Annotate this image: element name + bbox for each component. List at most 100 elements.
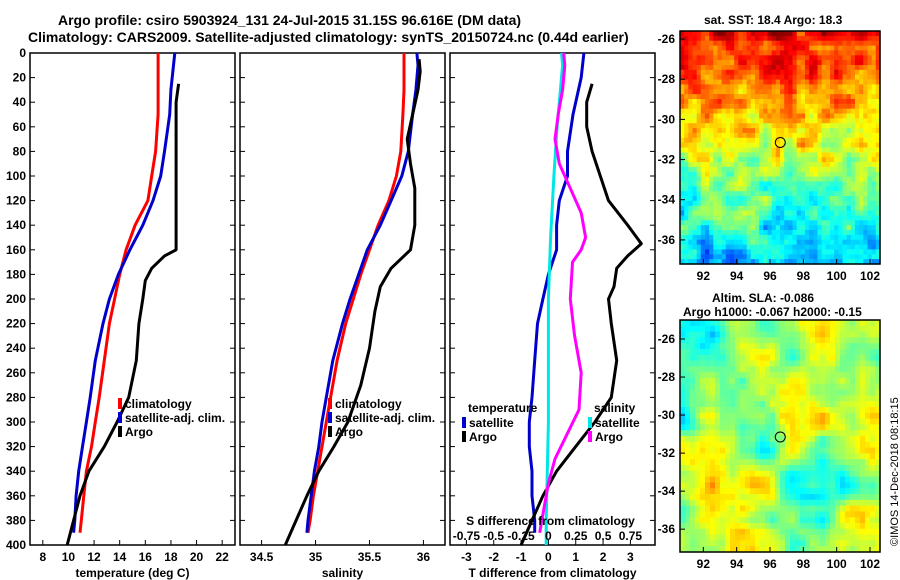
sla-map-cell bbox=[770, 488, 776, 495]
sst-map-cell bbox=[721, 210, 727, 217]
sla-map-cell bbox=[870, 488, 876, 495]
sla-map-cell bbox=[780, 325, 786, 333]
sst-map-cell bbox=[721, 157, 727, 163]
sst-map-cell bbox=[867, 191, 873, 197]
sst-map-cell bbox=[800, 31, 806, 37]
sst-map-cell bbox=[717, 31, 723, 37]
sla-map-cell bbox=[870, 360, 876, 367]
sst-map-cell bbox=[700, 249, 706, 255]
sst-map-cell bbox=[688, 118, 694, 124]
sst-map-cell bbox=[821, 166, 827, 173]
sla-map-cell bbox=[875, 320, 881, 327]
sst-map-cell bbox=[696, 244, 702, 251]
sst-map-cell bbox=[709, 99, 714, 105]
sla-map-cell bbox=[860, 528, 866, 536]
sst-map-cell bbox=[750, 230, 756, 236]
sst-map-cell bbox=[692, 31, 698, 37]
sst-map-cell bbox=[713, 239, 719, 246]
sst-map-cell bbox=[825, 45, 831, 52]
sst-map-cell bbox=[767, 99, 773, 105]
sst-map-cell bbox=[742, 176, 748, 183]
sla-map-cell bbox=[815, 372, 821, 379]
sst-map-cell bbox=[763, 118, 769, 124]
panel-3-x2tick-label: 0.75 bbox=[619, 529, 643, 543]
sla-map-cell bbox=[720, 453, 726, 460]
sst-map-cell bbox=[859, 79, 864, 85]
sla-map-cell bbox=[775, 395, 781, 402]
sst-map-cell bbox=[725, 74, 731, 81]
sst-map-cell bbox=[805, 40, 810, 47]
sla-map-cell bbox=[740, 383, 746, 391]
sst-map-cell bbox=[817, 108, 823, 115]
sst-map-cell bbox=[834, 157, 839, 163]
sla-map-cell bbox=[770, 424, 776, 431]
sst-map-cell bbox=[713, 99, 719, 105]
sst-map-cell bbox=[717, 186, 723, 192]
sla-map-cell bbox=[720, 360, 726, 367]
sla-map-cell bbox=[740, 407, 746, 414]
sst-map-cell bbox=[834, 205, 839, 212]
sst-map-cell bbox=[713, 259, 719, 265]
sst-map-cell bbox=[809, 152, 814, 158]
sla-map-cell bbox=[850, 430, 856, 437]
sla-map-cell bbox=[865, 546, 871, 553]
sla-map-cell bbox=[875, 372, 881, 379]
sla-map-cell bbox=[820, 517, 826, 524]
sla-map-cell bbox=[795, 349, 801, 356]
sst-map-cell bbox=[863, 152, 869, 158]
sla-map-cell bbox=[870, 546, 876, 553]
sla-map-cell bbox=[835, 337, 841, 344]
sla-map-cell bbox=[710, 436, 716, 443]
sla-map-cell bbox=[805, 488, 811, 495]
sst-map-cell bbox=[784, 89, 789, 95]
sla-map-cell bbox=[690, 482, 696, 489]
sst-map-cell bbox=[842, 234, 848, 241]
sla-map-cell bbox=[725, 517, 731, 524]
sst-map-cell bbox=[809, 35, 814, 42]
sla-map-cell bbox=[770, 528, 776, 536]
sst-map-cell bbox=[846, 239, 852, 246]
sst-map-cell bbox=[784, 215, 789, 221]
sst-map-cell bbox=[796, 225, 802, 231]
sst-map-cell bbox=[825, 200, 831, 207]
sst-map-cell bbox=[705, 191, 710, 197]
sst-map-cell bbox=[830, 123, 835, 129]
sst-map-cell bbox=[734, 191, 739, 197]
sst-map-cell bbox=[855, 45, 860, 52]
sla-map-cell bbox=[715, 401, 721, 408]
sst-map-cell bbox=[796, 128, 802, 134]
sst-map-cell bbox=[700, 118, 706, 124]
sst-map-cell bbox=[721, 74, 727, 81]
sla-map-cell bbox=[795, 372, 801, 379]
sla-map-cell bbox=[770, 372, 776, 379]
sla-map-cell bbox=[730, 430, 736, 437]
panel-2-xlabel: salinity bbox=[322, 566, 364, 580]
sla-map-cell bbox=[700, 354, 706, 362]
sla-map-cell bbox=[870, 366, 876, 373]
sla-map-cell bbox=[770, 540, 776, 547]
sla-map-cell bbox=[855, 337, 861, 344]
sst-map-cell bbox=[796, 249, 802, 255]
sla-map-cell bbox=[850, 412, 856, 420]
sst-map-cell bbox=[863, 259, 869, 265]
sla-map-cell bbox=[825, 436, 831, 443]
sst-map-cell bbox=[692, 176, 698, 183]
sla-map-cell bbox=[815, 470, 821, 478]
sla-map-cell bbox=[875, 360, 881, 367]
sla-map-cell bbox=[850, 540, 856, 547]
sst-map-cell bbox=[838, 60, 844, 66]
sst-map-cell bbox=[850, 74, 856, 81]
sst-map-cell bbox=[730, 254, 735, 260]
sst-map-cell bbox=[700, 171, 706, 178]
sst-map-cell bbox=[746, 108, 752, 115]
depth-tick-label: 380 bbox=[6, 513, 26, 527]
sst-map-cell bbox=[859, 31, 864, 37]
sst-map-cell bbox=[767, 45, 773, 52]
sst-map-cell bbox=[730, 35, 735, 42]
sst-map-cell bbox=[838, 69, 844, 76]
sla-map-cell bbox=[760, 465, 766, 472]
sst-map-cell bbox=[875, 171, 881, 178]
sst-map-cell bbox=[750, 196, 756, 202]
sst-map-cell bbox=[780, 103, 785, 110]
sla-map-cell bbox=[765, 320, 771, 327]
